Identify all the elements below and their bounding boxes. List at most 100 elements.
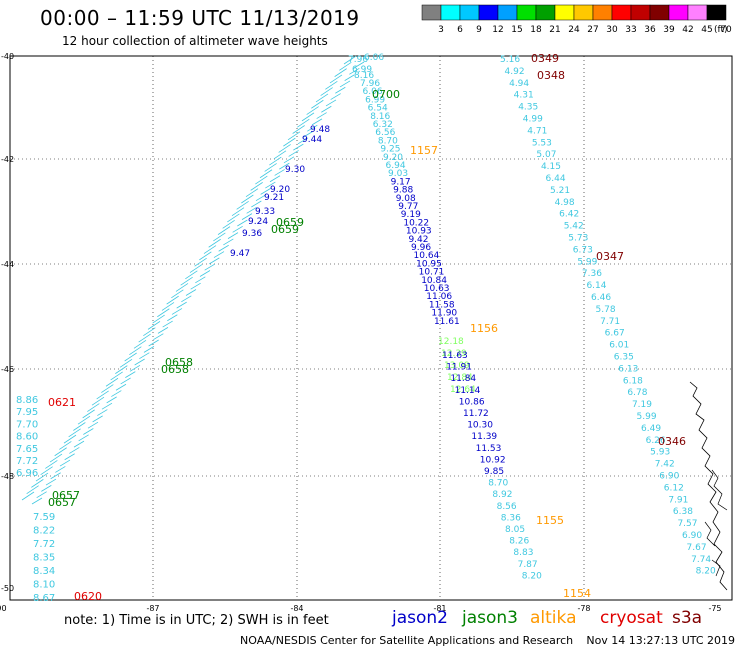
- track-mark: [31, 497, 43, 505]
- jason2-swh-label: 10.71: [419, 268, 445, 278]
- jason2-swh-label: 8.05: [505, 525, 525, 535]
- track-mark: [241, 194, 254, 204]
- cryosat-swh-label: 6.49: [641, 424, 661, 434]
- lon-tick-label: -75: [708, 604, 721, 613]
- track-mark: [222, 219, 235, 229]
- scale-label: 33: [625, 25, 636, 35]
- track-mark: [115, 383, 127, 391]
- track-mark: [316, 112, 327, 119]
- footer-source: NOAA/NESDIS Center for Satellite Applica…: [240, 634, 574, 647]
- track-mark: [176, 301, 187, 309]
- track-mark: [148, 339, 159, 347]
- track-mark: [339, 80, 351, 88]
- jason2-swh-label: 6.54: [368, 104, 388, 114]
- track-mark: [311, 118, 323, 126]
- track-mark: [110, 371, 123, 381]
- cryosat-swh-label: 7.91: [668, 495, 688, 505]
- track-mark: [278, 144, 291, 153]
- cryosat-swh-label: 4.94: [509, 79, 529, 89]
- altika-swh-label: 13.09: [444, 361, 470, 371]
- track-mark: [91, 396, 105, 406]
- jason2-swh-label: 11.91: [446, 363, 472, 373]
- cryosat-swh-label: 7.71: [600, 317, 620, 327]
- track-mark: [185, 289, 197, 296]
- track-mark: [269, 175, 281, 183]
- track-mark: [50, 472, 61, 480]
- cryosat-swh-label: 7.19: [632, 400, 652, 410]
- coastline: [689, 381, 728, 591]
- track-mark: [97, 409, 108, 416]
- saral-swh-label: 8.67: [33, 593, 55, 604]
- time-label: 0347: [596, 250, 624, 263]
- scale-label: 42: [682, 25, 693, 35]
- jason3-swh-label: 9.44: [302, 135, 322, 145]
- track-mark: [288, 150, 299, 157]
- track-mark: [213, 251, 225, 258]
- jason2-swh-label: 9.03: [388, 169, 408, 179]
- jason2-swh-label: 7.96: [360, 79, 380, 89]
- cryosat-swh-label: 6.26: [646, 436, 666, 446]
- track-mark: [349, 67, 360, 75]
- jason2-swh-label: 9.08: [396, 194, 416, 204]
- jason3-swh-label: 9.24: [248, 217, 268, 227]
- time-label: 0700: [372, 88, 400, 101]
- track-mark: [157, 327, 169, 334]
- track-mark: [119, 358, 133, 368]
- track-mark: [269, 156, 282, 166]
- jason2-swh-label: 9.20: [383, 153, 403, 163]
- track-mark: [185, 270, 198, 280]
- track-mark: [106, 396, 117, 404]
- jason2-swh-label: 11.14: [455, 386, 481, 396]
- cryosat-swh-label: 5.93: [650, 448, 670, 458]
- saral-swh-label: 7.65: [16, 444, 38, 455]
- lon-tick-label: -81: [433, 604, 446, 613]
- track-mark: [147, 321, 161, 330]
- saral-swh-label: 8.22: [33, 526, 55, 537]
- scale-label: 30: [606, 25, 618, 35]
- track-mark: [232, 225, 243, 233]
- cryosat-swh-label: 6.44: [546, 174, 566, 184]
- track-mark: [321, 105, 332, 113]
- track-mark: [59, 459, 71, 467]
- track-mark: [73, 422, 86, 431]
- cryosat-swh-label: 6.73: [573, 245, 593, 255]
- time-label: 0658: [165, 356, 193, 369]
- time-label: 1156: [470, 322, 498, 335]
- track-mark: [283, 137, 296, 147]
- track-mark: [306, 106, 319, 115]
- jason2-swh-label: 8.70: [488, 479, 508, 489]
- altika-swh-label: 12.18: [438, 337, 464, 347]
- cryosat-swh-label: 7.36: [582, 269, 602, 279]
- track-mark: [138, 333, 151, 343]
- time-label: 0346: [658, 435, 686, 448]
- track-mark: [152, 314, 165, 324]
- track-mark: [82, 409, 95, 419]
- jason2-swh-label: 11.58: [429, 300, 455, 310]
- track-mark: [353, 61, 365, 69]
- jason2-swh-label: 7.87: [518, 560, 538, 570]
- altika-swh-label: 12.84: [447, 373, 473, 383]
- track-mark: [125, 371, 136, 378]
- altika-swh-label: 12.64: [450, 385, 476, 395]
- track-mark: [307, 124, 318, 132]
- legend-jason2: jason2: [392, 608, 448, 628]
- track-mark: [227, 232, 239, 239]
- track-mark: [297, 118, 310, 128]
- track-mark: [78, 434, 89, 442]
- swh-label: 8.16: [354, 71, 374, 81]
- cryosat-swh-label: 8.20: [696, 567, 716, 577]
- legend-cryosat: cryosat: [600, 608, 663, 628]
- saral-swh-label: 7.72: [16, 456, 38, 467]
- jason2-swh-label: 9.25: [380, 145, 400, 155]
- track-mark: [194, 257, 207, 267]
- lon-tick-label: -78: [577, 604, 590, 613]
- jason2-swh-label: 10.63: [424, 284, 450, 294]
- track-mark: [274, 169, 285, 176]
- time-label: 0657: [48, 496, 76, 509]
- saral-swh-label: 8.60: [16, 432, 38, 443]
- track-mark: [293, 143, 304, 151]
- track-mark: [208, 238, 221, 248]
- scale-label: 45: [701, 25, 712, 35]
- track-mark: [237, 219, 248, 227]
- track-mark: [167, 314, 178, 322]
